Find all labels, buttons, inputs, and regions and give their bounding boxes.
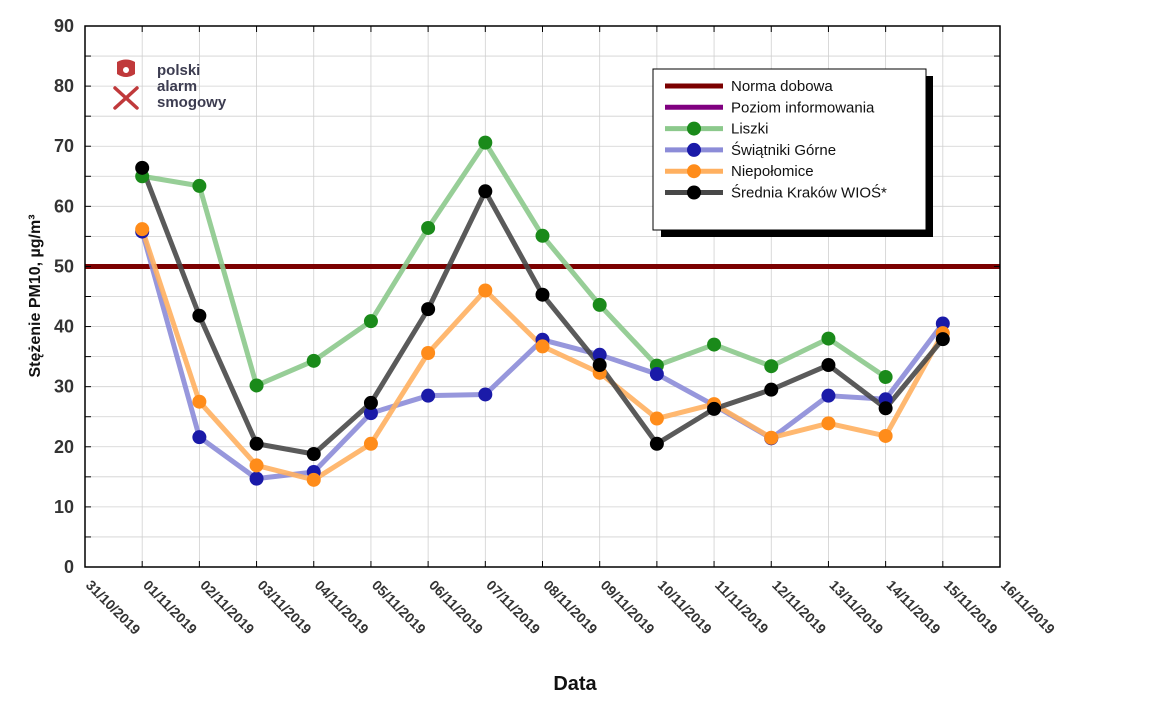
legend: Norma dobowa Poziom informowania Liszki Świ… <box>652 68 933 237</box>
data-point <box>363 406 378 421</box>
data-point <box>135 222 150 237</box>
data-point <box>249 471 264 486</box>
data-point <box>592 297 607 312</box>
y-tick-label: 20 <box>54 437 74 457</box>
y-tick-label: 0 <box>64 557 74 577</box>
data-point <box>935 316 950 331</box>
data-point <box>363 436 378 451</box>
data-point <box>764 382 779 397</box>
legend-label: Niepołomice <box>731 163 814 180</box>
legend-swatch-marker <box>687 121 701 136</box>
data-point <box>649 367 664 382</box>
x-axis-label: Data <box>553 673 597 695</box>
series-points <box>135 135 950 487</box>
y-tick-label: 40 <box>54 317 74 337</box>
data-point <box>192 430 207 445</box>
legend-swatch-marker <box>687 185 701 200</box>
data-point <box>478 184 493 199</box>
data-point <box>478 387 493 402</box>
data-point <box>478 135 493 150</box>
data-point <box>135 160 150 175</box>
data-point <box>764 430 779 445</box>
data-point <box>707 337 722 352</box>
data-point <box>192 394 207 409</box>
legend-label: Poziom informowania <box>731 99 875 116</box>
data-point <box>249 458 264 473</box>
data-point <box>535 287 550 302</box>
y-axis-label: Stężenie PM10, µg/m³ <box>27 214 44 377</box>
legend-label: Norma dobowa <box>731 78 833 95</box>
legend-label: Liszki <box>731 121 769 138</box>
data-point <box>535 339 550 354</box>
series-line <box>139 140 889 388</box>
data-point <box>821 416 836 431</box>
data-point <box>535 228 550 243</box>
gas-mask-icon <box>113 59 139 110</box>
data-point <box>192 308 207 323</box>
data-point <box>821 388 836 403</box>
data-point <box>878 370 893 385</box>
data-point <box>935 332 950 347</box>
data-point <box>421 346 436 361</box>
data-point <box>707 401 722 416</box>
logo-line-2: alarm <box>157 78 197 95</box>
data-point <box>592 347 607 362</box>
data-point <box>421 302 436 317</box>
data-point <box>421 220 436 235</box>
data-point <box>821 331 836 346</box>
data-point <box>192 178 207 193</box>
data-point <box>592 358 607 373</box>
y-tick-label: 80 <box>54 76 74 96</box>
data-point <box>249 378 264 393</box>
data-point <box>764 359 779 374</box>
legend-swatch-marker <box>687 164 701 179</box>
data-point <box>649 411 664 426</box>
data-point <box>878 401 893 416</box>
legend-label: Świątniki Górne <box>731 141 836 159</box>
data-point <box>821 358 836 373</box>
data-point <box>306 353 321 368</box>
y-tick-label: 50 <box>54 256 74 276</box>
polski-alarm-smogowy-logo: polski alarm smogowy <box>113 59 227 111</box>
data-point <box>363 314 378 329</box>
y-tick-label: 10 <box>54 497 74 517</box>
legend-label: Średnia Kraków WIOŚ* <box>731 184 887 202</box>
data-point <box>249 436 264 451</box>
y-tick-label: 90 <box>54 16 74 36</box>
data-point <box>478 283 493 298</box>
data-point <box>878 428 893 443</box>
data-point <box>421 388 436 403</box>
logo-line-1: polski <box>157 62 200 79</box>
legend-swatch-marker <box>687 142 701 157</box>
data-point <box>306 446 321 461</box>
y-axis-ticks: 0 10 20 30 40 50 60 70 80 90 <box>54 16 1000 577</box>
data-point <box>306 472 321 487</box>
y-tick-label: 70 <box>54 136 74 156</box>
logo-line-3: smogowy <box>157 94 227 111</box>
data-point <box>363 395 378 410</box>
data-point <box>649 436 664 451</box>
y-tick-label: 60 <box>54 196 74 216</box>
y-tick-label: 30 <box>54 377 74 397</box>
